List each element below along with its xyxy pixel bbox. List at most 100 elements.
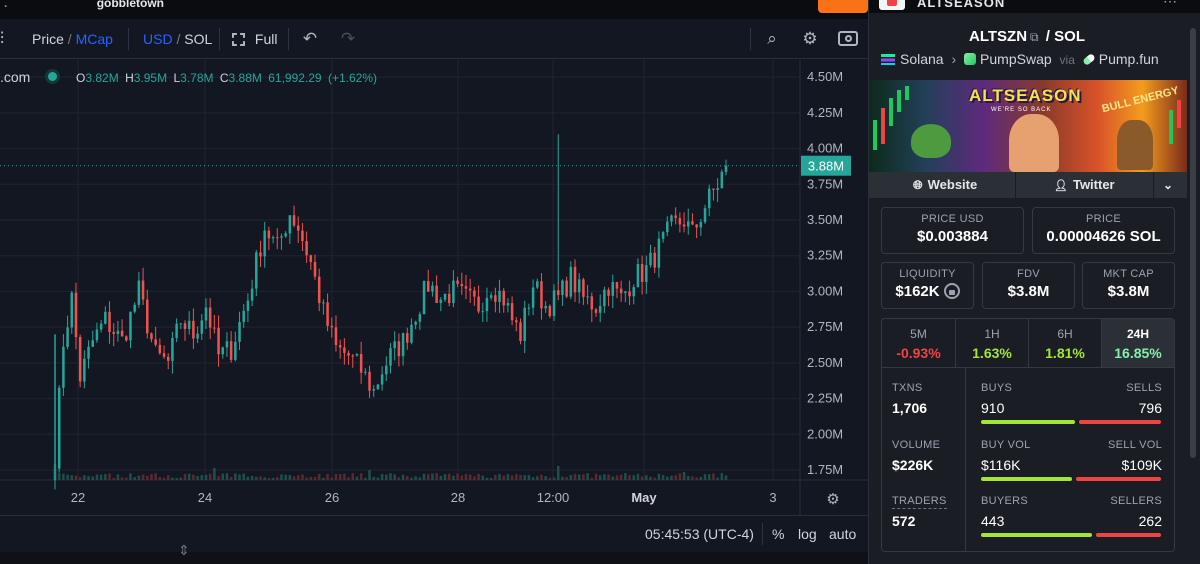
volume-bar — [91, 476, 95, 480]
candle-body — [439, 299, 443, 303]
candle-body — [464, 286, 468, 289]
scrollbar-thumb[interactable] — [1190, 28, 1196, 458]
quick-search-icon[interactable]: ⌕ — [767, 29, 777, 48]
buy-vol-value: $116K — [981, 457, 1021, 473]
tab-24h[interactable]: 24H 16.85% — [1102, 319, 1174, 367]
volume-bar — [498, 473, 501, 480]
candle-body — [208, 307, 212, 328]
copy-icon[interactable]: ⧉ — [1030, 30, 1039, 44]
volume-bar — [288, 475, 292, 480]
chain-link[interactable]: Solana — [900, 51, 944, 67]
sol-option[interactable]: SOL — [184, 31, 213, 47]
candle-body — [426, 281, 430, 292]
boost-button[interactable] — [818, 0, 868, 13]
mcap-option[interactable]: MCap — [75, 31, 113, 47]
x-tick-label: 22 — [71, 490, 85, 505]
volume-bar — [162, 477, 166, 480]
separator: / — [67, 31, 72, 47]
usd-option[interactable]: USD — [143, 31, 173, 47]
tab-1h[interactable]: 1H 1.63% — [956, 319, 1029, 367]
snapshot-camera-icon[interactable] — [836, 19, 860, 59]
toolbar-divider — [128, 28, 129, 50]
candle-body — [615, 282, 619, 289]
candle-body — [263, 230, 266, 257]
candle-body — [628, 291, 631, 297]
links-divider — [1015, 172, 1016, 198]
twitter-button[interactable]: 👤︎ Twitter — [1054, 172, 1115, 199]
percent-scale-toggle[interactable]: % — [772, 526, 785, 542]
volume-bar — [716, 477, 719, 480]
candle-body — [456, 280, 459, 284]
volume-bar — [406, 476, 409, 480]
sell-vol-value: $109K — [1121, 457, 1162, 473]
more-options-icon[interactable]: ⋯ — [1163, 0, 1177, 9]
resize-strip[interactable]: ⇕ — [0, 542, 868, 564]
ticker-item[interactable]: . — [4, 0, 8, 10]
globe-icon: 🌐︎ — [913, 178, 923, 192]
volume-bar — [393, 474, 396, 480]
buyers-value: 443 — [981, 513, 1005, 529]
volume-bar — [447, 473, 451, 480]
fullscreen-button[interactable]: Full — [232, 19, 277, 59]
sell-vol-label: SELL VOL — [1108, 439, 1162, 451]
candle-body — [536, 281, 539, 288]
muscle-character — [1009, 114, 1059, 172]
price-mcap-toggle[interactable]: Price / MCap — [32, 19, 113, 59]
candle-body — [598, 306, 602, 313]
panel-header: ALTSEASON ⋯ — [869, 0, 1200, 13]
chevron-down-icon[interactable]: ⌄ — [1163, 178, 1174, 192]
change-value: (+1.62%) — [327, 71, 377, 85]
candle-body — [473, 290, 476, 297]
launchpad-link[interactable]: Pump.fun — [1098, 51, 1159, 67]
x-tick-label: 12:00 — [537, 490, 570, 505]
dex-link[interactable]: PumpSwap — [980, 51, 1052, 67]
currency-toggle[interactable]: USD / SOL — [143, 19, 212, 59]
close-label: C — [219, 71, 229, 85]
token-name: ALTSEASON — [917, 0, 1006, 10]
candle-body — [309, 255, 313, 263]
price-option[interactable]: Price — [32, 31, 64, 47]
candle-body — [280, 236, 283, 238]
log-scale-toggle[interactable]: log — [798, 526, 817, 542]
candle-body — [380, 374, 384, 385]
volume-bar — [695, 477, 698, 480]
x-tick-label: 3 — [769, 490, 776, 505]
candle-body — [670, 215, 673, 222]
tab-6h[interactable]: 6H 1.81% — [1029, 319, 1102, 367]
sellers-bar — [1096, 533, 1161, 537]
ticker-item[interactable]: gobbletown — [96, 0, 165, 10]
panel-scrollbar[interactable] — [1189, 20, 1197, 564]
candle-body — [410, 324, 413, 343]
clock-time[interactable]: 05:45:53 (UTC-4) — [645, 526, 754, 542]
candlestick-chart[interactable]: 4.50M 4.25M 4.00M 3.75M 3.50M 3.25M 3.00M 2.75M… — [0, 60, 868, 515]
price-chart[interactable]: 4.50M 4.25M 4.00M 3.75M 3.50M 3.25M 3.00M 2.75M… — [0, 60, 868, 520]
candle-body — [666, 221, 669, 233]
token-logo — [879, 0, 905, 10]
volume-bar — [418, 477, 422, 480]
candle-body — [171, 337, 174, 361]
volume-bar — [66, 474, 69, 480]
tab-5m[interactable]: 5M -0.93% — [882, 319, 956, 367]
bear-character — [1117, 120, 1153, 170]
buys-bar — [981, 420, 1075, 424]
candle-body — [343, 347, 346, 353]
pair-route: Solana › PumpSwap via Pump.fun — [881, 51, 1159, 67]
current-price-tag — [801, 155, 851, 176]
resize-handle-icon[interactable]: ⇕ — [178, 542, 190, 558]
website-button[interactable]: 🌐︎ Website — [913, 172, 977, 198]
candle-body — [435, 285, 438, 303]
candle-body — [556, 290, 560, 296]
candle-body — [540, 281, 543, 309]
redo-icon[interactable]: ↷ — [340, 29, 356, 48]
auto-scale-toggle[interactable]: auto — [829, 526, 857, 542]
indicators-icon[interactable]: ⫶ — [0, 29, 5, 48]
candle-body — [259, 252, 262, 257]
volume-bar — [414, 476, 417, 480]
candle-body — [225, 341, 229, 348]
settings-gear-icon[interactable]: ⚙ — [802, 29, 818, 48]
undo-icon[interactable]: ↶ — [302, 29, 318, 48]
lock-icon[interactable] — [943, 283, 960, 299]
candle-body — [636, 263, 640, 288]
volume-bar — [544, 476, 547, 480]
candle-body — [146, 299, 149, 334]
